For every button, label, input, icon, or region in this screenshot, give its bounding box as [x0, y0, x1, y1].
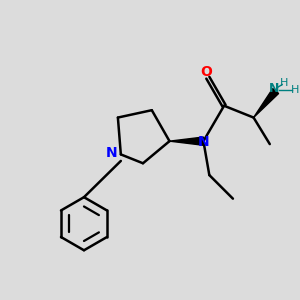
Polygon shape	[254, 88, 279, 118]
Polygon shape	[169, 137, 203, 145]
Text: H: H	[280, 78, 288, 88]
Text: H: H	[291, 85, 299, 95]
Text: N: N	[198, 135, 210, 149]
Text: N: N	[269, 82, 279, 95]
Text: O: O	[200, 65, 212, 80]
Text: N: N	[106, 146, 118, 160]
